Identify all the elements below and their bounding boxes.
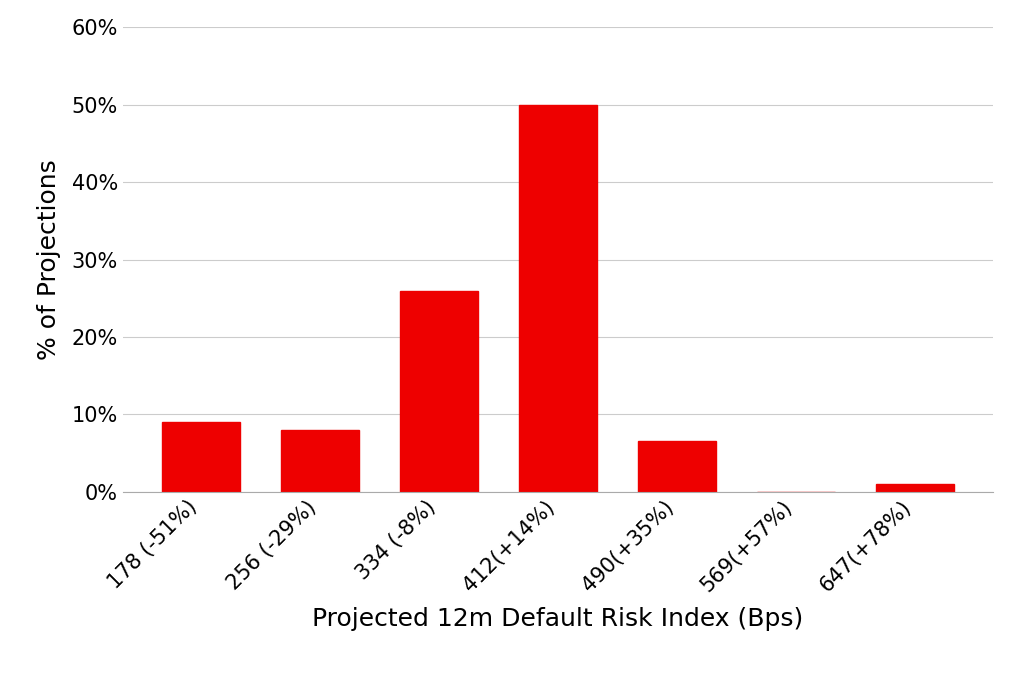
X-axis label: Projected 12m Default Risk Index (Bps): Projected 12m Default Risk Index (Bps)	[312, 607, 804, 631]
Bar	[877, 484, 953, 492]
Bar	[638, 441, 716, 492]
Bar	[400, 290, 478, 492]
Bar	[282, 430, 358, 492]
Bar	[519, 104, 597, 492]
Bar	[163, 422, 240, 492]
Y-axis label: % of Projections: % of Projections	[37, 159, 60, 360]
